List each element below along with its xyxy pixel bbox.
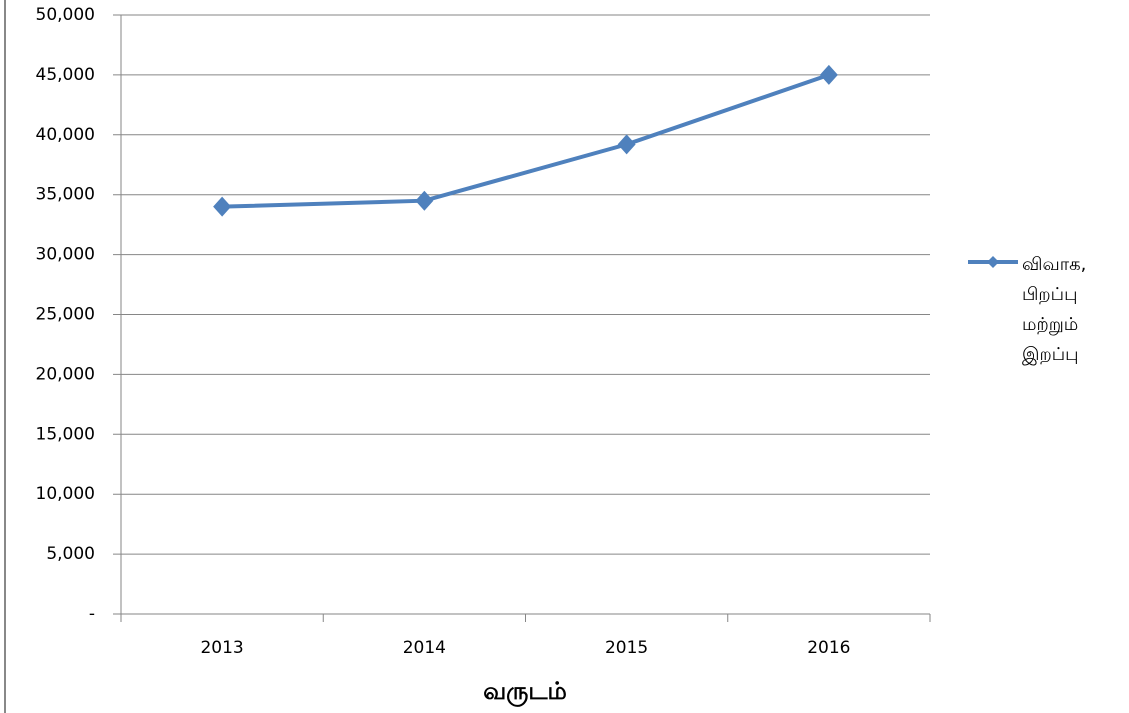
y-tick-label: 20,000: [36, 364, 95, 384]
y-tick-label: 15,000: [36, 424, 95, 444]
marker: [213, 196, 232, 217]
y-tick-label: 5,000: [46, 544, 95, 564]
x-tick-label: 2014: [403, 638, 446, 658]
x-tick-label: 2015: [605, 638, 648, 658]
legend-label: விவாக, பிறப்பு மற்றும் இறப்பு: [1022, 254, 1087, 365]
marker: [819, 64, 838, 85]
y-tick-label: 25,000: [36, 305, 95, 325]
y-tick-label: 40,000: [36, 125, 95, 145]
x-tick-label: 2016: [807, 638, 850, 658]
legend-marker: [987, 256, 999, 268]
series-line: [222, 73, 830, 209]
y-tick-label: 30,000: [36, 245, 95, 265]
marker: [617, 134, 636, 155]
y-tick-label: 10,000: [36, 484, 95, 504]
y-tick-label: 35,000: [36, 185, 95, 205]
marker: [415, 190, 434, 211]
x-axis-label: வருடம்: [483, 677, 567, 707]
y-tick-label: 45,000: [36, 65, 95, 85]
y-tick-label: -: [89, 604, 95, 624]
y-tick-label: 50,000: [36, 5, 95, 25]
x-tick-label: 2013: [200, 638, 243, 658]
